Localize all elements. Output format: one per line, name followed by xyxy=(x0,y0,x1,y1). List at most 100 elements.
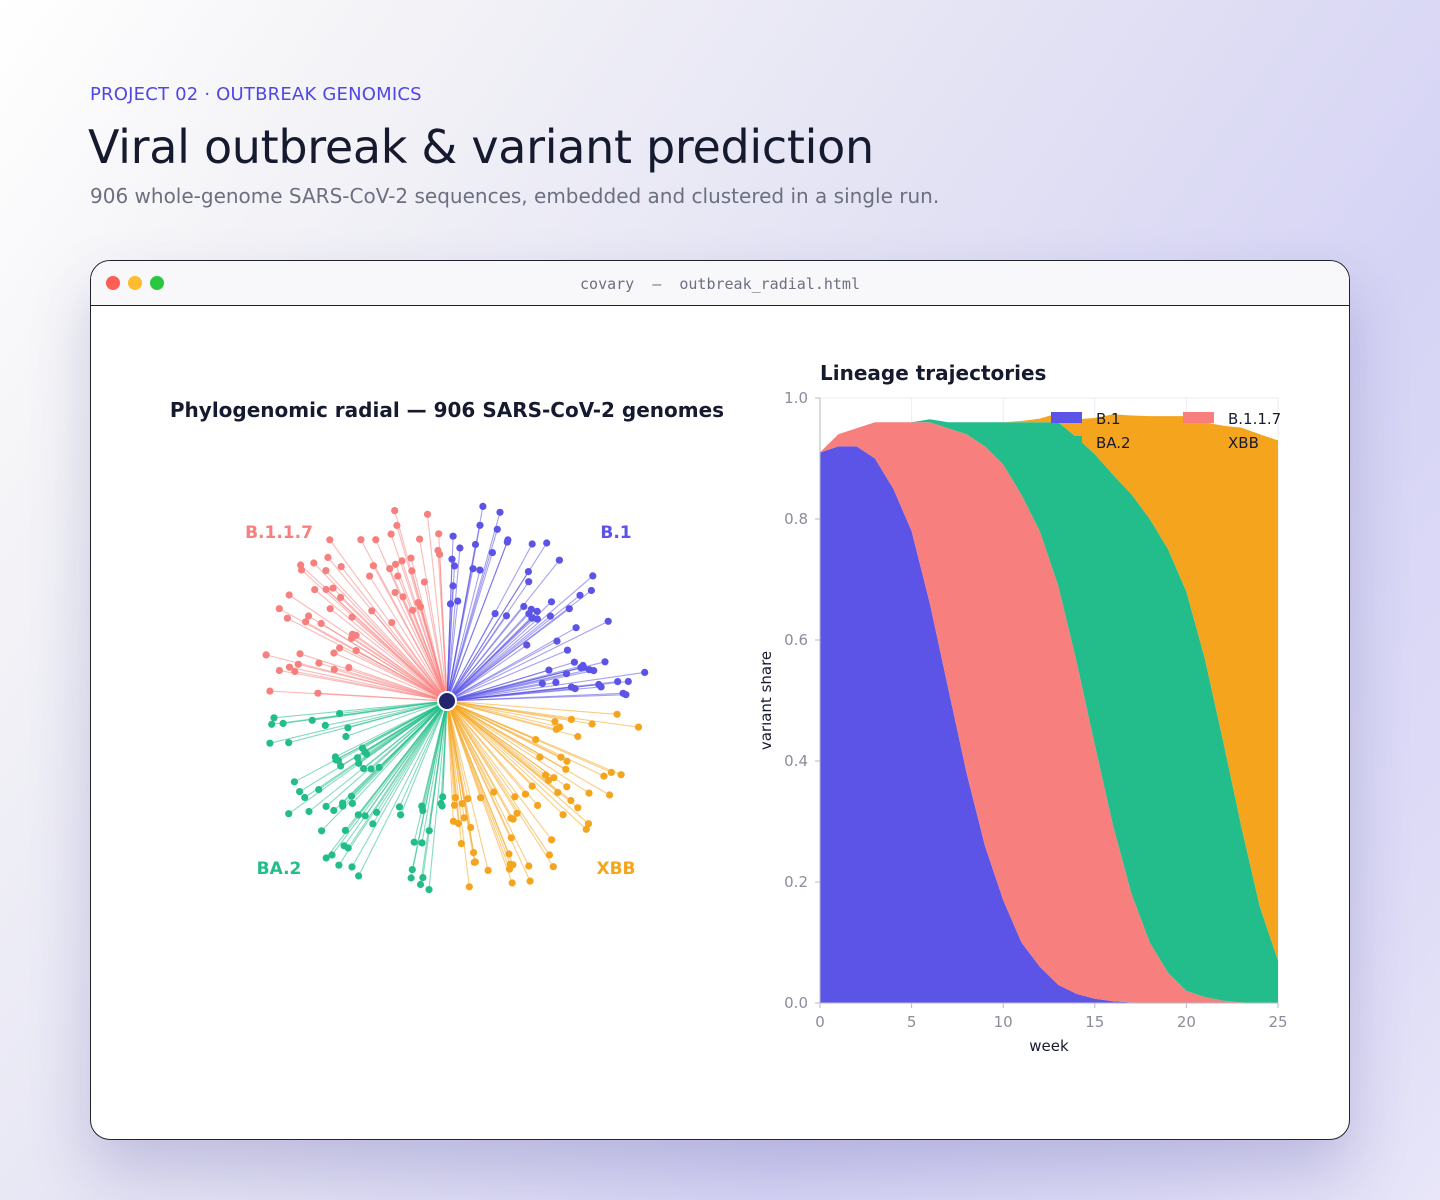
genome-point-xbb xyxy=(477,794,485,802)
legend-item-ba-2: BA.2 xyxy=(1051,434,1131,452)
genome-point-xbb xyxy=(617,771,625,779)
genome-point-b-1 xyxy=(604,617,612,625)
genome-point-ba-2 xyxy=(369,820,377,828)
radial-link-xbb xyxy=(446,700,516,798)
y-tick-label: 0.8 xyxy=(784,510,808,528)
genome-point-ba-2 xyxy=(344,844,352,852)
legend-item-b-1: B.1 xyxy=(1051,410,1121,428)
genome-point-b-1 xyxy=(601,658,609,666)
radial-link-b-1-1-7 xyxy=(438,533,448,702)
genome-point-b-1-1-7 xyxy=(420,578,428,586)
genome-point-ba-2 xyxy=(353,754,362,762)
radial-link-ba-2 xyxy=(364,700,448,817)
genome-point-xbb xyxy=(521,790,530,798)
genome-point-b-1-1-7 xyxy=(345,664,353,672)
radial-link-ba-2 xyxy=(344,700,448,831)
genome-point-ba-2 xyxy=(397,811,405,819)
radial-link-b-1-1-7 xyxy=(314,589,448,702)
genome-point-xbb xyxy=(454,819,462,828)
radial-link-b-1-1-7 xyxy=(395,564,448,702)
genome-point-b-1 xyxy=(562,670,571,678)
genome-point-ba-2 xyxy=(419,874,427,882)
genome-point-b-1 xyxy=(449,532,457,540)
legend-label: B.1.1.7 xyxy=(1228,410,1281,428)
genome-point-xbb xyxy=(508,879,516,887)
genome-point-b-1-1-7 xyxy=(398,557,406,565)
genome-point-ba-2 xyxy=(322,802,330,810)
radial-link-ba-2 xyxy=(400,700,448,816)
radial-link-b-1 xyxy=(446,666,584,702)
genome-point-b-1-1-7 xyxy=(372,536,380,544)
genome-point-ba-2 xyxy=(308,716,316,724)
genome-point-b-1-1-7 xyxy=(322,567,330,575)
genome-point-b-1 xyxy=(450,562,459,570)
genome-point-xbb xyxy=(613,710,621,718)
radial-link-xbb xyxy=(446,700,512,819)
genome-point-ba-2 xyxy=(344,724,352,732)
genome-point-b-1-1-7 xyxy=(416,535,424,543)
genome-point-b-1-1-7 xyxy=(297,566,306,574)
minimize-window-button[interactable] xyxy=(128,276,142,290)
genome-point-b-1 xyxy=(563,646,572,654)
genome-point-xbb xyxy=(574,732,582,741)
legend-swatch xyxy=(1051,436,1082,447)
genome-point-b-1 xyxy=(587,586,595,595)
genome-point-ba-2 xyxy=(330,806,338,815)
radial-link-b-1 xyxy=(446,681,556,702)
radial-link-b-1-1-7 xyxy=(279,669,448,702)
genome-point-xbb xyxy=(470,849,478,857)
genome-point-ba-2 xyxy=(331,753,339,761)
genome-point-b-1-1-7 xyxy=(275,605,283,613)
genome-point-ba-2 xyxy=(328,851,336,859)
genome-point-b-1 xyxy=(547,598,556,606)
maximize-window-button[interactable] xyxy=(150,276,164,290)
genome-point-b-1-1-7 xyxy=(388,619,396,627)
genome-point-ba-2 xyxy=(425,827,433,835)
genome-point-b-1-1-7 xyxy=(369,562,377,570)
close-window-button[interactable] xyxy=(106,276,120,290)
cluster-label-ba-2: BA.2 xyxy=(257,859,302,879)
genome-point-xbb xyxy=(526,877,534,885)
x-tick-label: 20 xyxy=(1177,1013,1196,1031)
genome-point-b-1 xyxy=(543,539,551,547)
genome-point-b-1 xyxy=(576,591,584,599)
area-xbb xyxy=(820,413,1278,961)
radial-link-ba-2 xyxy=(351,700,448,868)
project-eyebrow: PROJECT 02 · OUTBREAK GENOMICS xyxy=(90,84,422,105)
area-b-1-1-7 xyxy=(820,422,1278,1003)
genome-point-b-1-1-7 xyxy=(310,559,318,567)
genome-point-b-1-1-7 xyxy=(408,567,416,575)
radial-chart: Phylogenomic radial — 906 SARS-CoV-2 gen… xyxy=(170,398,724,894)
genome-point-xbb xyxy=(505,850,513,858)
radial-link-ba-2 xyxy=(308,700,448,812)
radial-link-b-1 xyxy=(446,671,645,702)
genome-point-b-1-1-7 xyxy=(368,607,376,615)
radial-link-xbb xyxy=(446,700,560,728)
radial-link-xbb xyxy=(446,700,482,798)
genome-point-b-1 xyxy=(488,549,496,557)
genome-point-xbb xyxy=(490,788,498,796)
genome-point-ba-2 xyxy=(438,802,446,810)
genome-point-b-1 xyxy=(528,540,536,548)
legend-swatch xyxy=(1051,412,1082,423)
genome-point-b-1 xyxy=(528,614,537,622)
radial-link-b-1 xyxy=(446,525,481,702)
genome-point-b-1-1-7 xyxy=(305,612,313,620)
genome-point-b-1 xyxy=(456,544,464,552)
radial-link-b-1 xyxy=(446,539,509,702)
genome-point-ba-2 xyxy=(336,709,344,718)
radial-link-xbb xyxy=(446,700,590,794)
genome-point-b-1-1-7 xyxy=(275,666,283,675)
radial-link-b-1-1-7 xyxy=(426,514,448,702)
genome-point-b-1-1-7 xyxy=(366,572,374,580)
legend-swatch xyxy=(1183,412,1214,423)
radial-link-xbb xyxy=(446,700,470,887)
genome-point-xbb xyxy=(467,823,475,832)
legend-label: B.1 xyxy=(1096,410,1121,428)
radial-link-ba-2 xyxy=(288,700,448,744)
radial-link-xbb xyxy=(446,700,618,715)
cluster-label-b-1-1-7: B.1.1.7 xyxy=(245,523,313,543)
radial-link-xbb xyxy=(446,700,554,867)
genome-point-ba-2 xyxy=(285,739,293,747)
radial-link-xbb xyxy=(446,700,489,871)
